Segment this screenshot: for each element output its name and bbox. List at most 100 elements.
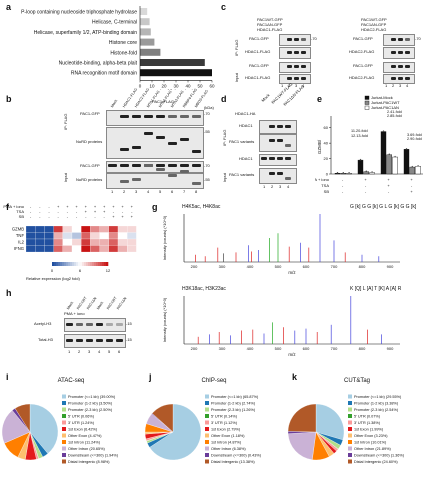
pie-slice: [287, 431, 317, 460]
d-lane-number: 2: [271, 184, 274, 189]
f-heatmap-cell: [62, 232, 73, 240]
pie-legend-swatch: [62, 407, 66, 412]
f-heatmap-cell: [44, 225, 54, 233]
f-condition-label: PMA + iono: [3, 204, 24, 209]
pie-slice: [149, 403, 202, 461]
e-data-point: [359, 158, 362, 161]
d-band-ip-hdac1: [269, 125, 275, 128]
f-heatmap-cell: [117, 245, 128, 253]
f-heatmap-cell: [81, 245, 91, 253]
e-bar: [357, 159, 364, 175]
a-category-label: Histone-fold: [110, 50, 137, 56]
g-x-tick-label: 700: [331, 264, 338, 269]
e-y-tick-label: 40: [324, 141, 329, 146]
c-band-input-gfp: [391, 65, 396, 68]
b-band-input-nurd: [156, 168, 165, 171]
f-condition-mark: -: [104, 214, 106, 219]
e-condition-mark: -: [342, 183, 344, 188]
h-band-total: [116, 339, 123, 342]
pie-legend-label: Distal Intergenic (24.60%): [354, 460, 398, 464]
f-condition-mark: +: [103, 204, 106, 209]
c-right-row-2: HDAC2-FLAG: [349, 49, 375, 54]
b-lane-number: 5: [159, 189, 162, 194]
f-condition-mark: +: [121, 204, 124, 209]
pie-legend-label: 1st Exon (2.79%): [211, 428, 241, 432]
f-condition-mark: -: [113, 209, 115, 214]
b-side-input: Input: [63, 173, 68, 182]
e-condition-mark: -: [365, 183, 367, 188]
e-condition-mark: -: [342, 189, 344, 194]
f-colorbar-segment: [98, 262, 101, 266]
f-condition-mark: +: [112, 214, 115, 219]
d-band-input-hdac1: [261, 157, 267, 160]
pie-legend-label: Promoter (1-2 kb) (2.74%): [211, 402, 256, 406]
c-left-row-3: PAC1-GFP: [249, 63, 269, 68]
d-band-input-hdac1: [269, 157, 275, 160]
e-condition-mark: +: [364, 177, 367, 182]
g-peptide-sequence: K [Q] L [A] T [K] A [A] R: [350, 286, 402, 292]
f-condition-mark: -: [48, 214, 50, 219]
a-bar: [140, 18, 150, 26]
pie-slice: [151, 403, 174, 433]
b-lane-label: Mock: [110, 98, 119, 109]
g-x-tick-label: 700: [331, 346, 338, 351]
f-colorbar-segment: [58, 262, 61, 266]
pie-legend-swatch: [348, 433, 352, 438]
b-band-ip-nurd: [168, 142, 177, 145]
f-heatmap-cell: [99, 225, 109, 233]
b-blot-input-pac1: [106, 161, 204, 173]
pie-legend-label: Other Exon (3.23%): [354, 434, 388, 438]
f-colorbar-segment: [68, 262, 71, 266]
c-band-input-gfp: [287, 65, 292, 68]
bar-chart-e: 0 20 40 60 GZMB/Jurkat-MockJurkat-PAC1WTJurk…: [308, 95, 423, 194]
heatmap-f: PMA + iono - - - + + + + + + + + +TSA - - - - - - + + + - - -SB -…: [3, 204, 137, 281]
e-y-tick-label: 20: [324, 156, 329, 161]
h-band-acetyl: [66, 323, 73, 326]
mass-spectra-g: H4K5ac, H4K8ac G [k] G G [k] G L G [k] G …: [162, 204, 417, 357]
g-y-axis-label: Intensity (counts) (*10^3): [162, 297, 167, 342]
d-lane-number: 4: [287, 184, 290, 189]
c-right-h3: HDAC2-FLAG: [361, 27, 387, 32]
panel-label-e: e: [317, 94, 323, 104]
f-heatmap-cell: [44, 238, 54, 246]
panel-label-j: j: [149, 372, 152, 382]
a-category-label: Nucleotide-binding, alpha-beta plait: [59, 61, 138, 67]
pie-legend-swatch: [62, 414, 66, 418]
d-band-ip-hdac1: [277, 125, 283, 128]
f-heatmap-cell: [90, 238, 100, 246]
e-bar: [392, 156, 398, 175]
c-band-input-flag: [294, 77, 299, 80]
pie-legend-swatch: [62, 394, 66, 399]
e-legend-label: Jurkat-PAC1ΔN: [371, 105, 399, 110]
e-y-tick-label: 60: [324, 125, 329, 130]
b-row-label-2: NuRD proteins: [76, 139, 103, 144]
f-heatmap-cell: [35, 225, 45, 233]
c-band-ip-flag: [301, 51, 306, 54]
g-x-axis-label: m/z: [288, 352, 296, 357]
c-band-input-gfp: [294, 65, 299, 68]
b-lane-number: 7: [183, 189, 186, 194]
pie-legend-label: Promoter (<=1 kb) (65.87%): [211, 395, 259, 399]
c-band-ip-flag: [391, 51, 396, 54]
f-colorbar-segment: [56, 262, 59, 266]
e-bar: [369, 172, 375, 175]
d-band-ip-pac1: [285, 144, 291, 147]
pie-legend-swatch: [205, 414, 209, 418]
pie-legend-label: Promoter (<=1 kb) (29.55%): [354, 395, 402, 399]
e-data-point: [417, 165, 419, 167]
c-band-input-flag: [287, 77, 292, 80]
b-band-input-nurd: [144, 164, 153, 167]
panel-k: k CUT&Tag Promoter (<=1 kb) (29.55%) Promo…: [286, 372, 429, 497]
panel-d: d Mock PAC1WT-FLAG PAC1ΔN-FLAG HDAC1-HA …: [215, 82, 315, 200]
c-kda-left: -70: [311, 36, 317, 41]
panel-h: h PMA + iono Acetyl-H3 Total-H3 -15 -15 …: [0, 282, 150, 368]
h-row-acetyl: Acetyl-H3: [34, 321, 52, 326]
bar-chart-a: P-loop containing nucleoside triphosphat…: [21, 6, 215, 95]
b-band-input-pac1: [180, 164, 189, 167]
f-heatmap-cell: [35, 232, 45, 240]
c-lane-number: 3: [399, 83, 402, 88]
f-colorbar-segment: [52, 262, 55, 266]
f-condition-mark: +: [131, 214, 134, 219]
pie-legend-swatch: [62, 401, 66, 405]
f-colorbar-segment: [92, 262, 95, 266]
